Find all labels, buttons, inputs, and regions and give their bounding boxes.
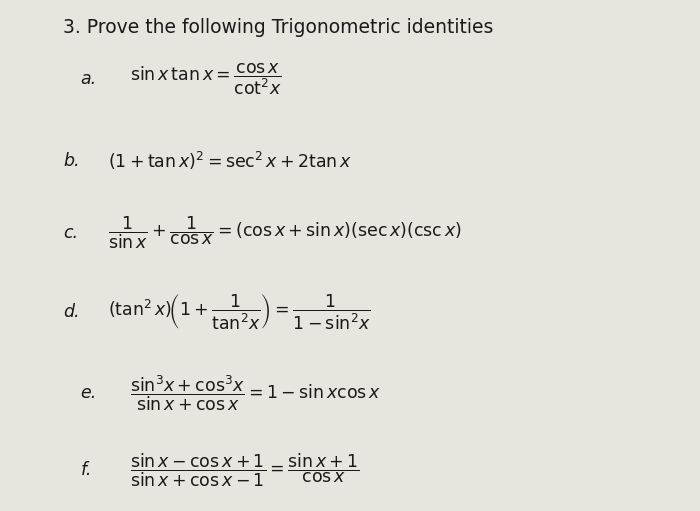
Text: f.: f. [80, 461, 92, 479]
Text: $\dfrac{\sin x-\cos x+1}{\sin x+\cos x-1} = \dfrac{\sin x+1}{\cos x}$: $\dfrac{\sin x-\cos x+1}{\sin x+\cos x-1… [130, 451, 359, 489]
Text: $\dfrac{\sin^{3}\! x+\cos^{3}\! x}{\sin x+\cos x} = 1-\sin x\cos x$: $\dfrac{\sin^{3}\! x+\cos^{3}\! x}{\sin … [130, 374, 381, 413]
Text: e.: e. [80, 384, 97, 403]
Text: $(\tan^{2} x)\!\left(1+\dfrac{1}{\tan^{2}\! x}\right) = \dfrac{1}{1-\sin^{2}\! x: $(\tan^{2} x)\!\left(1+\dfrac{1}{\tan^{2… [108, 292, 371, 331]
Text: 3. Prove the following Trigonometric identities: 3. Prove the following Trigonometric ide… [63, 18, 494, 37]
Text: a.: a. [80, 70, 97, 88]
Text: c.: c. [63, 223, 78, 242]
Text: b.: b. [63, 152, 80, 170]
Text: $\dfrac{1}{\sin x}+\dfrac{1}{\cos x} = (\cos x + \sin x)(\sec x)(\csc x)$: $\dfrac{1}{\sin x}+\dfrac{1}{\cos x} = (… [108, 214, 462, 251]
Text: $(1+\tan x)^{2} = \sec^{2} x + 2\tan x$: $(1+\tan x)^{2} = \sec^{2} x + 2\tan x$ [108, 150, 353, 172]
Text: $\sin x\,\tan x = \dfrac{\cos x}{\cot^{2}\! x}$: $\sin x\,\tan x = \dfrac{\cos x}{\cot^{2… [130, 61, 281, 97]
Text: d.: d. [63, 303, 80, 321]
